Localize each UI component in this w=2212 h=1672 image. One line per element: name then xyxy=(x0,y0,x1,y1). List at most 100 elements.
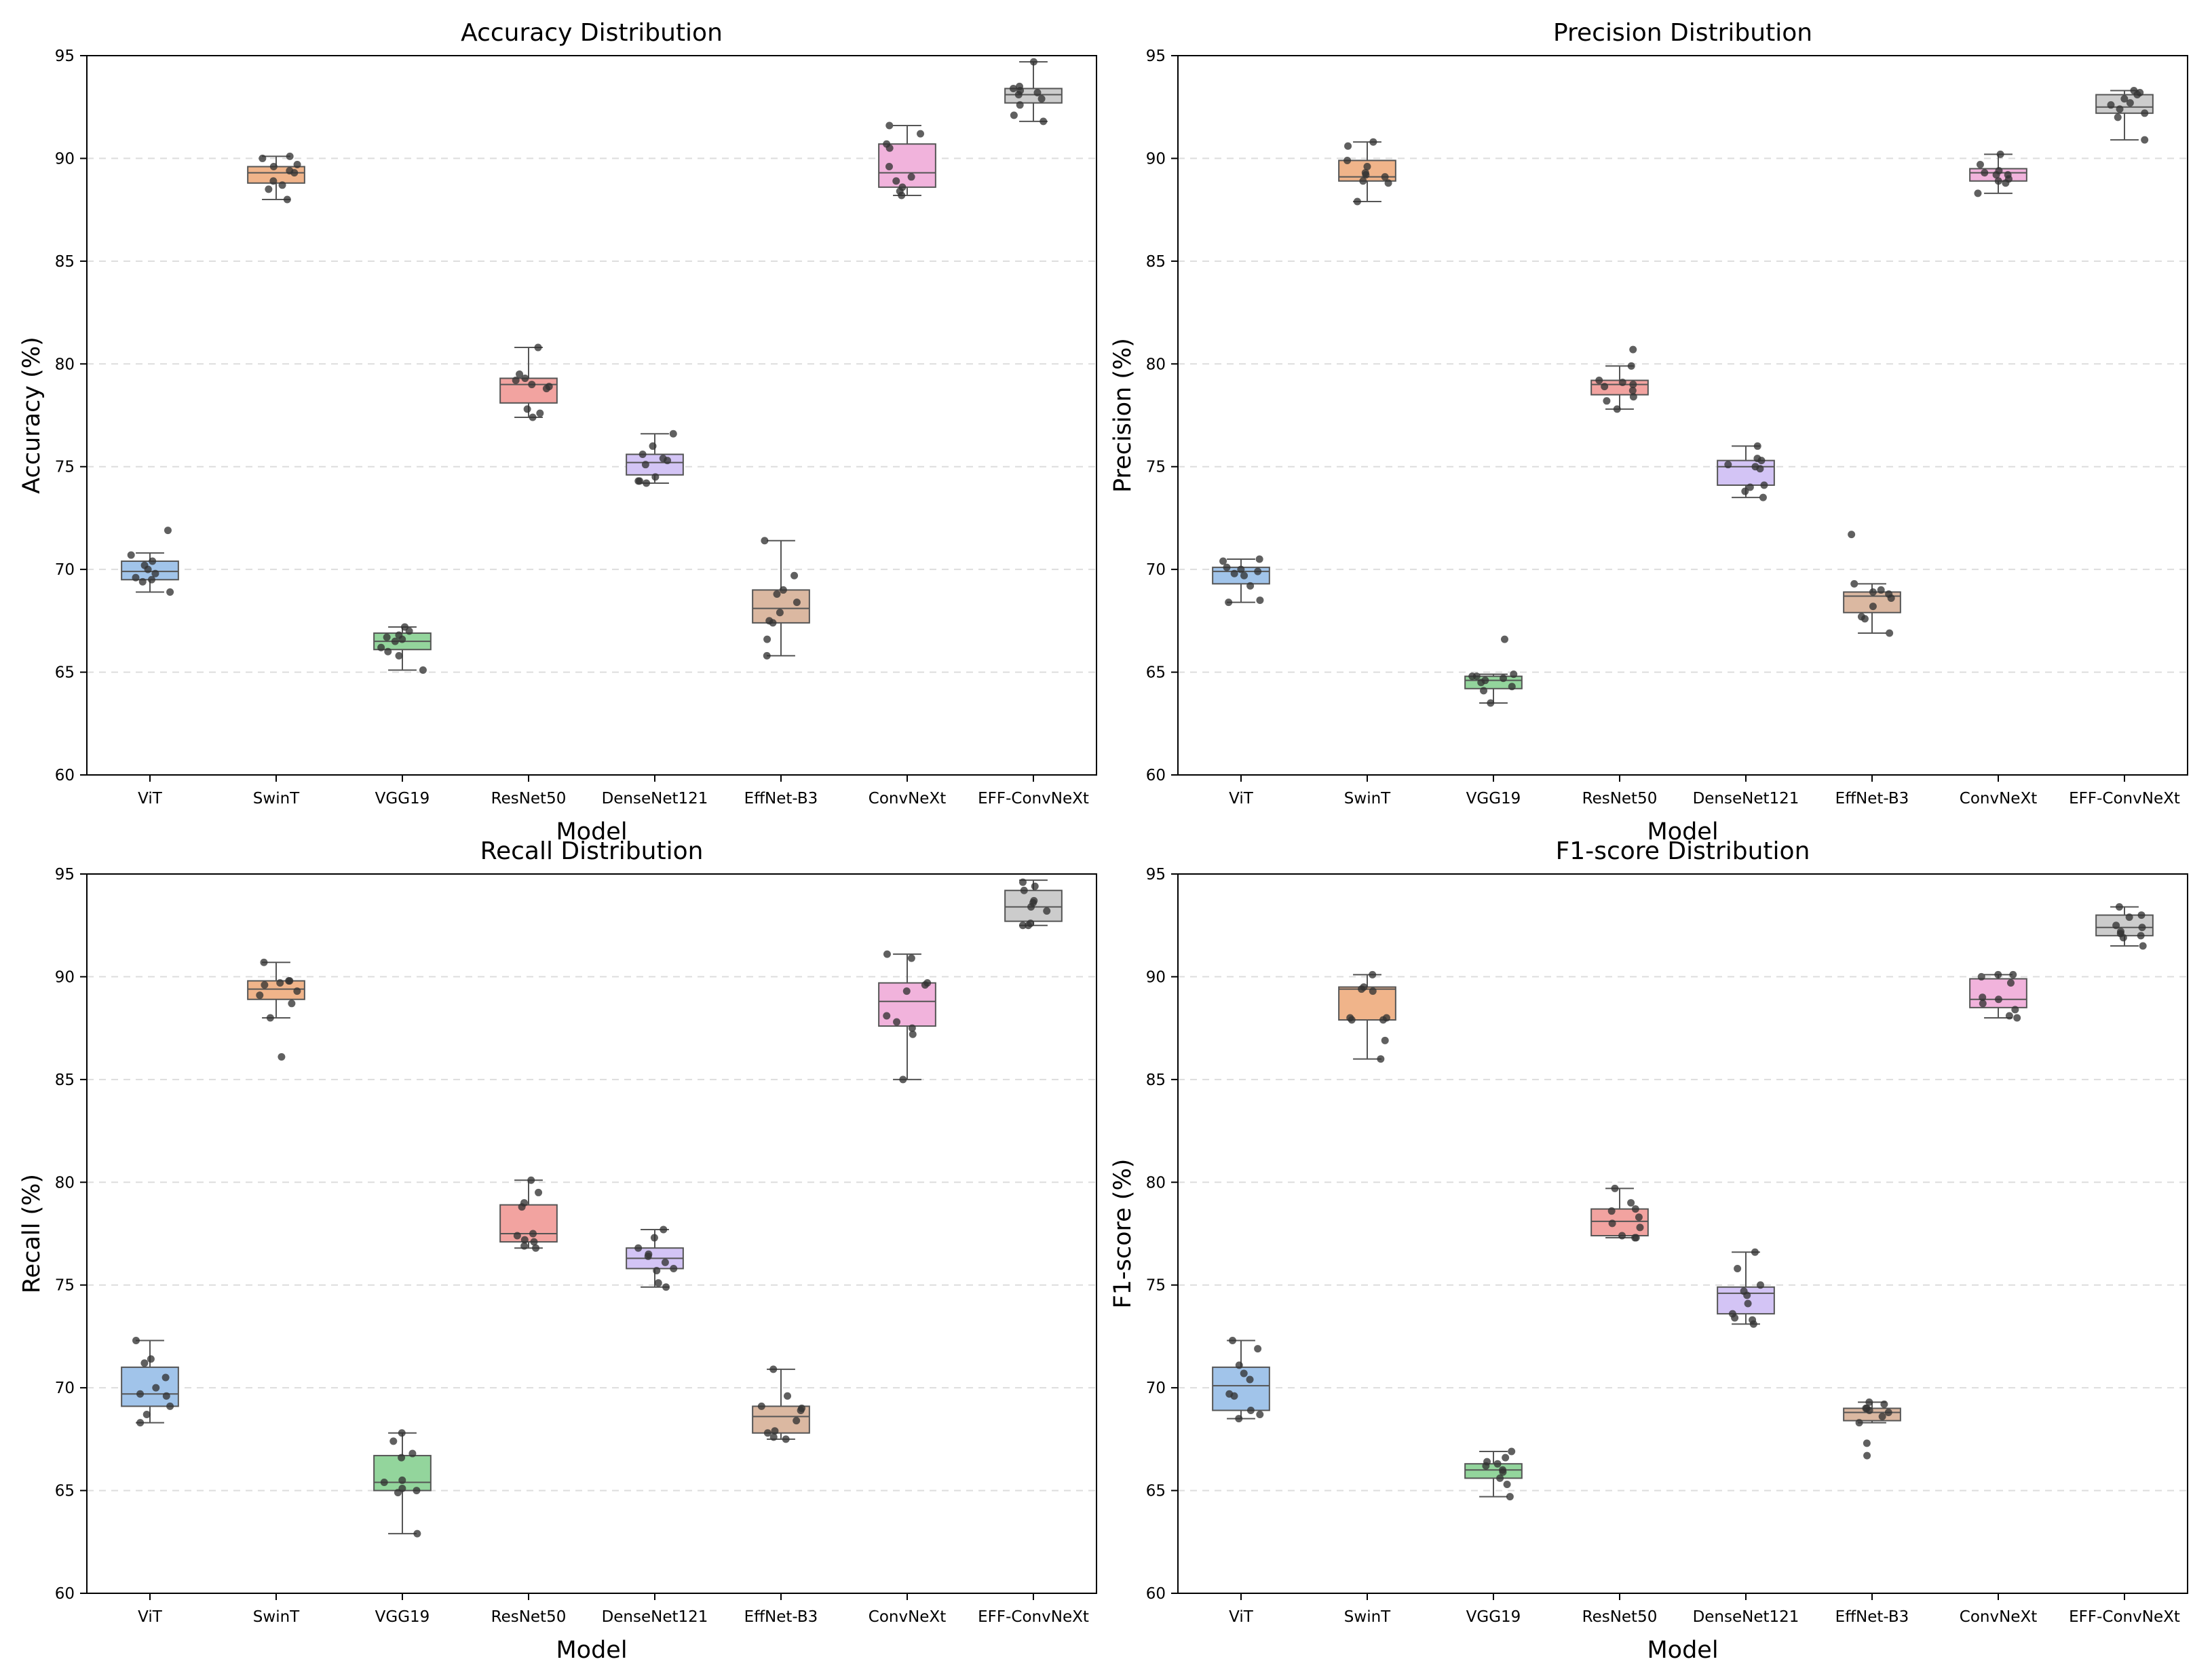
accuracy-point-vgg19 xyxy=(391,637,399,645)
accuracy-point-vit xyxy=(166,588,174,596)
f1-point-swint xyxy=(1369,987,1377,995)
recall-point-effnet-b3 xyxy=(782,1435,790,1443)
accuracy-point-resnet50 xyxy=(523,405,531,413)
accuracy-point-effnet-b3 xyxy=(769,619,777,627)
precision-xtick-label: DenseNet121 xyxy=(1693,790,1799,808)
precision-point-convnext xyxy=(1996,150,2004,158)
f1-point-densenet121 xyxy=(1749,1320,1757,1328)
recall-point-resnet50 xyxy=(513,1232,521,1240)
precision-point-densenet121 xyxy=(1746,483,1754,491)
precision-point-eff-convnext xyxy=(2120,95,2129,103)
f1-point-eff-convnext xyxy=(2139,942,2147,950)
precision-point-swint xyxy=(1363,163,1371,171)
accuracy-xtick-label: ViT xyxy=(138,790,163,808)
accuracy-point-vgg19 xyxy=(405,627,413,635)
precision-point-eff-convnext xyxy=(2126,99,2134,107)
f1-point-vgg19 xyxy=(1499,1468,1507,1476)
precision-point-vgg19 xyxy=(1477,679,1485,687)
f1-point-eff-convnext xyxy=(2112,922,2120,930)
accuracy-ytick-label: 75 xyxy=(55,459,75,476)
precision-point-densenet121 xyxy=(1741,487,1749,495)
accuracy-point-effnet-b3 xyxy=(773,590,781,598)
accuracy-xtick-label: VGG19 xyxy=(375,790,430,808)
recall-ytick-label: 60 xyxy=(55,1585,75,1603)
accuracy-box-effnet-b3 xyxy=(752,589,810,624)
accuracy-ytick-label: 65 xyxy=(55,664,75,682)
precision-point-swint xyxy=(1369,138,1377,146)
recall-point-densenet121 xyxy=(650,1234,658,1242)
accuracy-point-vit xyxy=(138,577,147,586)
recall-point-convnext xyxy=(908,1024,916,1032)
precision-point-swint xyxy=(1353,197,1361,206)
recall-point-eff-convnext xyxy=(1018,922,1027,930)
f1-point-convnext xyxy=(1994,970,2002,978)
f1-point-vit xyxy=(1230,1392,1238,1400)
recall-point-effnet-b3 xyxy=(769,1365,778,1373)
precision-point-convnext xyxy=(1994,177,2002,185)
accuracy-point-vit xyxy=(147,575,155,584)
accuracy-xtick-label: EFF-ConvNeXt xyxy=(978,790,1089,808)
f1-point-vgg19 xyxy=(1496,1474,1504,1482)
precision-xtick-label: EFF-ConvNeXt xyxy=(2069,790,2180,808)
precision-point-vgg19 xyxy=(1480,687,1488,695)
f1-ytick-label: 65 xyxy=(1146,1483,1166,1500)
accuracy-point-resnet50 xyxy=(542,385,550,393)
recall-point-vit xyxy=(136,1419,145,1427)
accuracy-point-effnet-b3 xyxy=(779,586,787,594)
f1-point-swint xyxy=(1358,985,1366,993)
recall-point-convnext xyxy=(893,1018,901,1026)
recall-point-vgg19 xyxy=(408,1449,417,1458)
recall-point-effnet-b3 xyxy=(797,1406,805,1414)
f1-ytick-label: 80 xyxy=(1146,1174,1166,1192)
precision-point-effnet-b3 xyxy=(1877,586,1885,594)
accuracy-point-swint xyxy=(283,195,291,204)
f1-point-swint xyxy=(1379,1016,1387,1024)
recall-point-swint xyxy=(256,991,264,1000)
accuracy-plot-frame xyxy=(86,55,1097,776)
precision-title: Precision Distribution xyxy=(1553,19,1812,47)
f1-point-convnext xyxy=(2013,1014,2021,1022)
f1-point-vgg19 xyxy=(1493,1460,1502,1468)
precision-point-convnext xyxy=(1976,161,1984,169)
accuracy-point-vit xyxy=(151,569,159,577)
precision-point-effnet-b3 xyxy=(1869,603,1877,611)
recall-point-vgg19 xyxy=(413,1487,421,1495)
precision-point-effnet-b3 xyxy=(1848,531,1856,539)
recall-point-vgg19 xyxy=(398,1454,406,1462)
recall-point-swint xyxy=(260,958,268,966)
precision-point-vit xyxy=(1219,557,1227,565)
precision-point-resnet50 xyxy=(1618,379,1626,387)
precision-xtick-label: EffNet-B3 xyxy=(1835,790,1909,808)
accuracy-panel: 60 65 70 75 80 85 90 95 ViT SwinT VGG19 ResNet50 Den… xyxy=(18,19,1097,846)
f1-point-densenet121 xyxy=(1743,1291,1751,1299)
accuracy-point-resnet50 xyxy=(516,370,524,378)
accuracy-ytick-label: 80 xyxy=(55,356,75,373)
f1-point-eff-convnext xyxy=(2137,911,2146,919)
f1-point-resnet50 xyxy=(1611,1184,1619,1192)
f1-plot-frame xyxy=(1177,873,2188,1594)
recall-point-swint xyxy=(288,1000,296,1008)
accuracy-point-convnext xyxy=(892,177,900,185)
accuracy-point-swint xyxy=(259,154,267,162)
accuracy-point-convnext xyxy=(885,144,894,152)
precision-point-vgg19 xyxy=(1500,635,1508,643)
accuracy-point-densenet121 xyxy=(641,461,649,469)
recall-xtick-label: ConvNeXt xyxy=(869,1608,946,1626)
accuracy-point-swint xyxy=(286,152,294,160)
recall-point-effnet-b3 xyxy=(793,1417,801,1425)
f1-point-densenet121 xyxy=(1751,1248,1759,1256)
accuracy-point-vit xyxy=(144,565,152,573)
recall-point-densenet121 xyxy=(662,1283,670,1291)
accuracy-point-densenet121 xyxy=(634,477,643,485)
precision-point-resnet50 xyxy=(1595,377,1603,385)
recall-point-swint xyxy=(276,979,284,987)
f1-xtick-label: ConvNeXt xyxy=(1960,1608,2037,1626)
precision-ytick-label: 65 xyxy=(1146,664,1166,682)
recall-point-eff-convnext xyxy=(1018,878,1027,886)
accuracy-box-densenet121 xyxy=(626,453,684,476)
precision-xtick-label: ViT xyxy=(1229,790,1254,808)
f1-xtick-label: VGG19 xyxy=(1466,1608,1521,1626)
f1-point-convnext xyxy=(1977,972,1985,981)
recall-point-swint xyxy=(278,1053,286,1061)
